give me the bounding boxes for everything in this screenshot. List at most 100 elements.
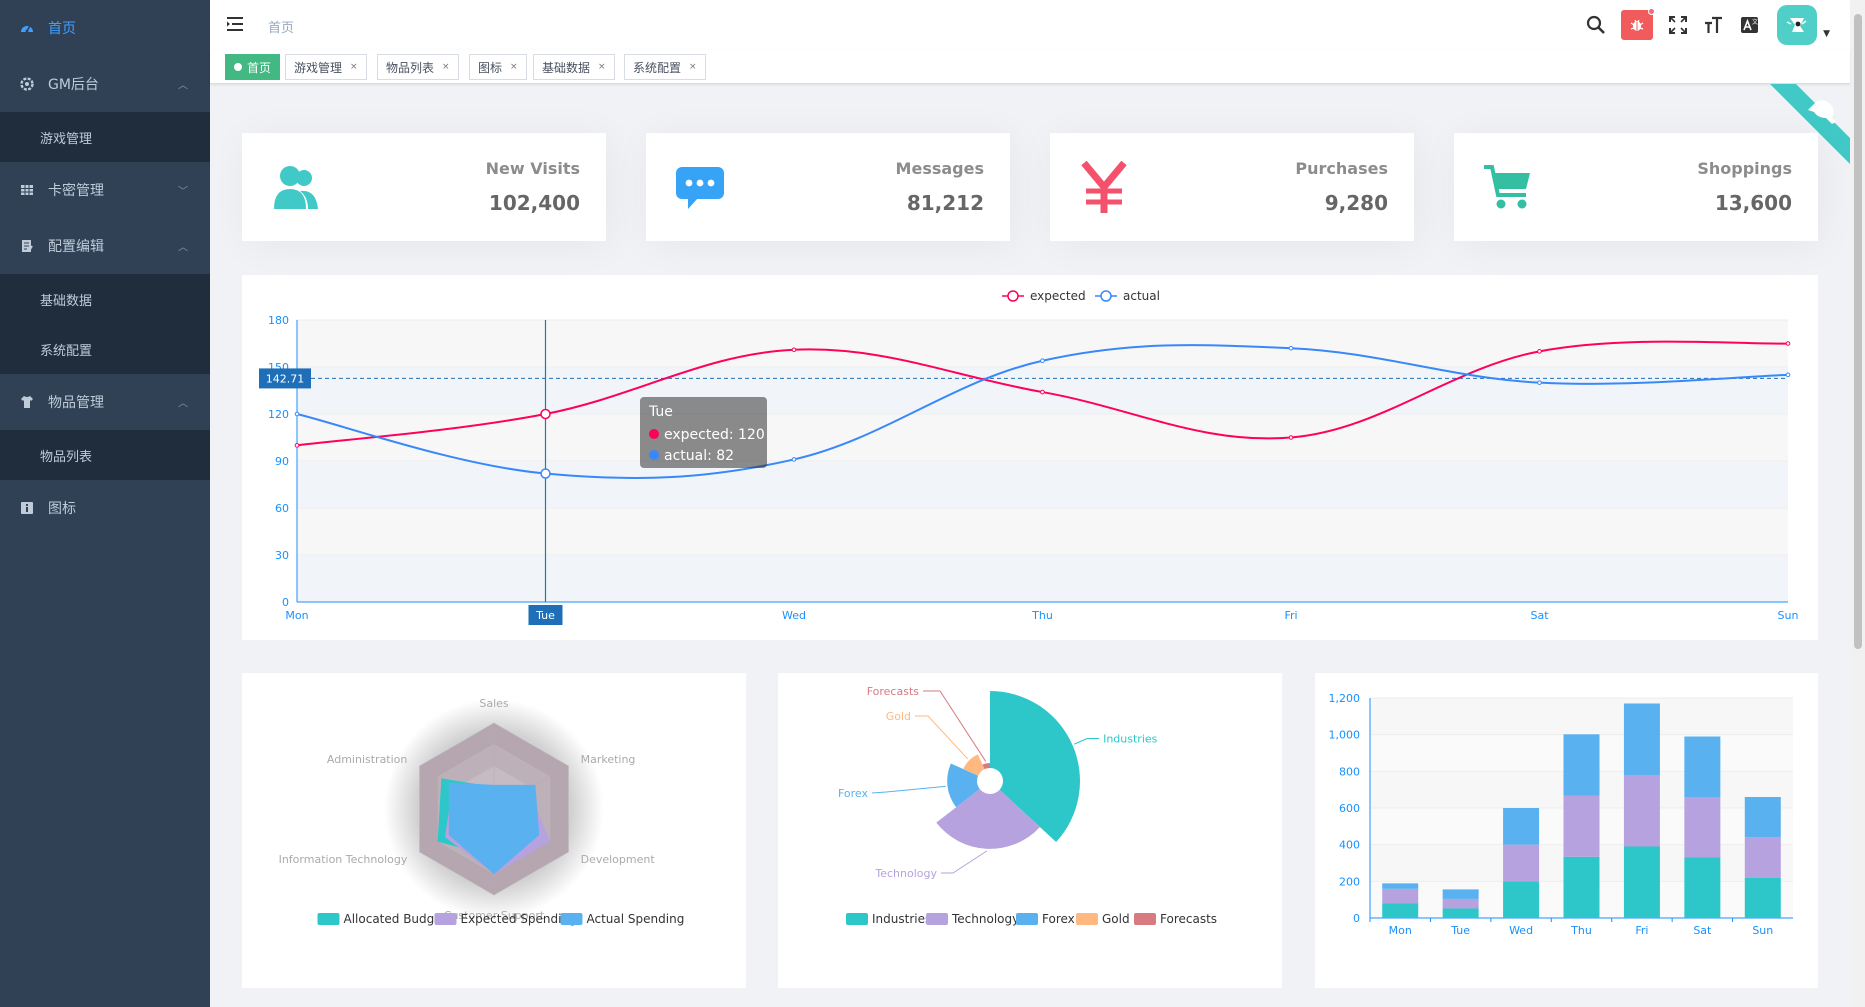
legend-label: Actual Spending: [587, 912, 685, 926]
pie-label-line: [941, 850, 988, 874]
panel-new-visits[interactable]: New Visits 102,400: [242, 133, 606, 241]
pie-slice-industries: [990, 691, 1080, 843]
scrollbar-thumb[interactable]: [1854, 14, 1862, 649]
y-tick-label: 1,000: [1329, 729, 1361, 742]
legend-label: Forecasts: [1160, 912, 1217, 926]
peoples-icon: [270, 161, 322, 213]
bar-chart[interactable]: 0 200 400 600 800 1,000 1,200 Mon Tue Wed Thu Fri Sa…: [1315, 673, 1818, 988]
bar-pageA: [1684, 857, 1721, 918]
navbar: 首页 文 ▼: [210, 0, 1850, 50]
radar-indicator-label: Development: [581, 853, 656, 866]
close-icon[interactable]: ×: [442, 62, 450, 72]
x-tick-label: Wed: [782, 609, 806, 622]
legend-marker: [1007, 290, 1019, 302]
sidebar-item-label: 配置编辑: [48, 239, 104, 255]
panel-purchases[interactable]: Purchases 9,280: [1050, 133, 1414, 241]
sidebar-item-card-management[interactable]: 卡密管理 ﹀: [0, 162, 210, 218]
panel-messages[interactable]: Messages 81,212: [646, 133, 1010, 241]
sidebar-item-game-management[interactable]: 游戏管理: [40, 131, 93, 147]
radar-indicator-label: Marketing: [581, 753, 636, 766]
data-point-expected: [1785, 341, 1791, 346]
legend-swatch: [846, 913, 868, 925]
bar-pageB: [1503, 844, 1540, 882]
data-point-expected: [540, 408, 551, 420]
close-icon[interactable]: ×: [510, 62, 518, 72]
panel-value: 81,212: [906, 191, 984, 215]
chevron-down-icon: ﹀: [178, 186, 188, 198]
sidebar-item-base-data[interactable]: 基础数据: [40, 293, 93, 309]
bar-pageB: [1382, 888, 1419, 904]
message-icon: [674, 161, 726, 213]
header-actions: 文 ▼: [1577, 5, 1830, 45]
close-icon[interactable]: ×: [350, 62, 358, 72]
close-icon[interactable]: ×: [689, 62, 697, 72]
tag-base-data[interactable]: 基础数据 ×: [533, 54, 615, 80]
bug-icon[interactable]: [1621, 8, 1656, 40]
pie-slice-forecasts: [982, 763, 990, 770]
grid-band: [297, 508, 1788, 555]
tag-item-list[interactable]: 物品列表 ×: [377, 54, 459, 80]
data-point-expected: [1288, 435, 1294, 440]
sidebar-item-dashboard[interactable]: 首页: [0, 0, 210, 56]
tag-system-config[interactable]: 系统配置 ×: [624, 54, 706, 80]
panel-label: Purchases: [1295, 159, 1388, 178]
legend-label: actual: [1123, 289, 1160, 303]
sidebar-item-system-config[interactable]: 系统配置: [40, 343, 93, 359]
sidebar-item-gm[interactable]: GM后台 ︿: [0, 56, 210, 112]
legend-label: Gold: [1102, 912, 1130, 926]
bar-pageC: [1382, 883, 1419, 889]
search-icon[interactable]: [1579, 8, 1613, 42]
bar-pageB: [1744, 837, 1781, 878]
legend-swatch: [1076, 913, 1098, 925]
panel-label: Shoppings: [1697, 159, 1792, 178]
dashboard-icon: [20, 21, 34, 35]
sidebar-item-item-management[interactable]: 物品管理 ︿: [0, 374, 210, 430]
submenu-gm: 游戏管理: [0, 112, 210, 162]
legend-swatch: [317, 913, 340, 925]
radar-indicator-label: Sales: [479, 697, 509, 710]
panel-label: New Visits: [485, 159, 580, 178]
hamburger-icon[interactable]: [226, 15, 244, 33]
github-corner[interactable]: [1770, 84, 1850, 164]
y-tick-label: 0: [282, 596, 289, 609]
tag-label: 物品列表: [386, 60, 435, 75]
shopping-cart-icon: [1482, 161, 1534, 213]
translate-icon[interactable]: 文: [1733, 8, 1767, 42]
breadcrumb[interactable]: 首页: [268, 21, 295, 36]
sidebar-item-icons[interactable]: 图标: [0, 480, 210, 536]
fullscreen-icon[interactable]: [1661, 8, 1695, 42]
tooltip-line: actual: 82: [664, 448, 734, 464]
sidebar-item-label: 卡密管理: [48, 183, 104, 199]
avatar[interactable]: [1777, 5, 1818, 45]
pie-chart[interactable]: Industries Technology Forex Gold Forecasts In…: [778, 673, 1282, 988]
y-tick-label: 180: [268, 314, 289, 327]
grid-band: [297, 461, 1788, 508]
legend-label: expected: [1030, 289, 1086, 303]
sidebar: 首页 GM后台 ︿ 游戏管理 卡密管理 ﹀ 配置编辑 ︿ 基础数据 系统配置 物…: [0, 0, 210, 1007]
tag-home[interactable]: 首页: [225, 54, 281, 80]
panel-value: 13,600: [1714, 191, 1792, 215]
svg-text:文: 文: [1752, 18, 1758, 26]
legend-swatch: [926, 913, 948, 925]
tooltip-marker: [649, 450, 659, 460]
legend-marker: [1100, 290, 1112, 302]
close-icon[interactable]: ×: [598, 62, 606, 72]
bar-pageA: [1744, 877, 1781, 918]
font-size-icon[interactable]: [1697, 8, 1731, 42]
caret-down-icon[interactable]: ▼: [1823, 29, 1830, 39]
sidebar-item-config-edit[interactable]: 配置编辑 ︿: [0, 218, 210, 274]
grid-band: [297, 555, 1788, 602]
radar-chart[interactable]: Sales Marketing Development Customer Suppor…: [242, 673, 746, 988]
tag-game-management[interactable]: 游戏管理 ×: [285, 54, 367, 80]
panel-label: Messages: [895, 159, 984, 178]
radar-chart-card: Sales Marketing Development Customer Suppor…: [242, 673, 746, 988]
scrollbar[interactable]: [1851, 0, 1865, 1007]
data-point-expected: [294, 443, 300, 448]
tag-label: 游戏管理: [294, 60, 343, 75]
bar-pageA: [1442, 908, 1479, 918]
chevron-up-icon: ︿: [178, 242, 188, 254]
sidebar-item-item-list[interactable]: 物品列表: [40, 449, 93, 465]
tag-icons[interactable]: 图标 ×: [469, 54, 527, 80]
panel-shoppings[interactable]: Shoppings 13,600: [1454, 133, 1818, 241]
